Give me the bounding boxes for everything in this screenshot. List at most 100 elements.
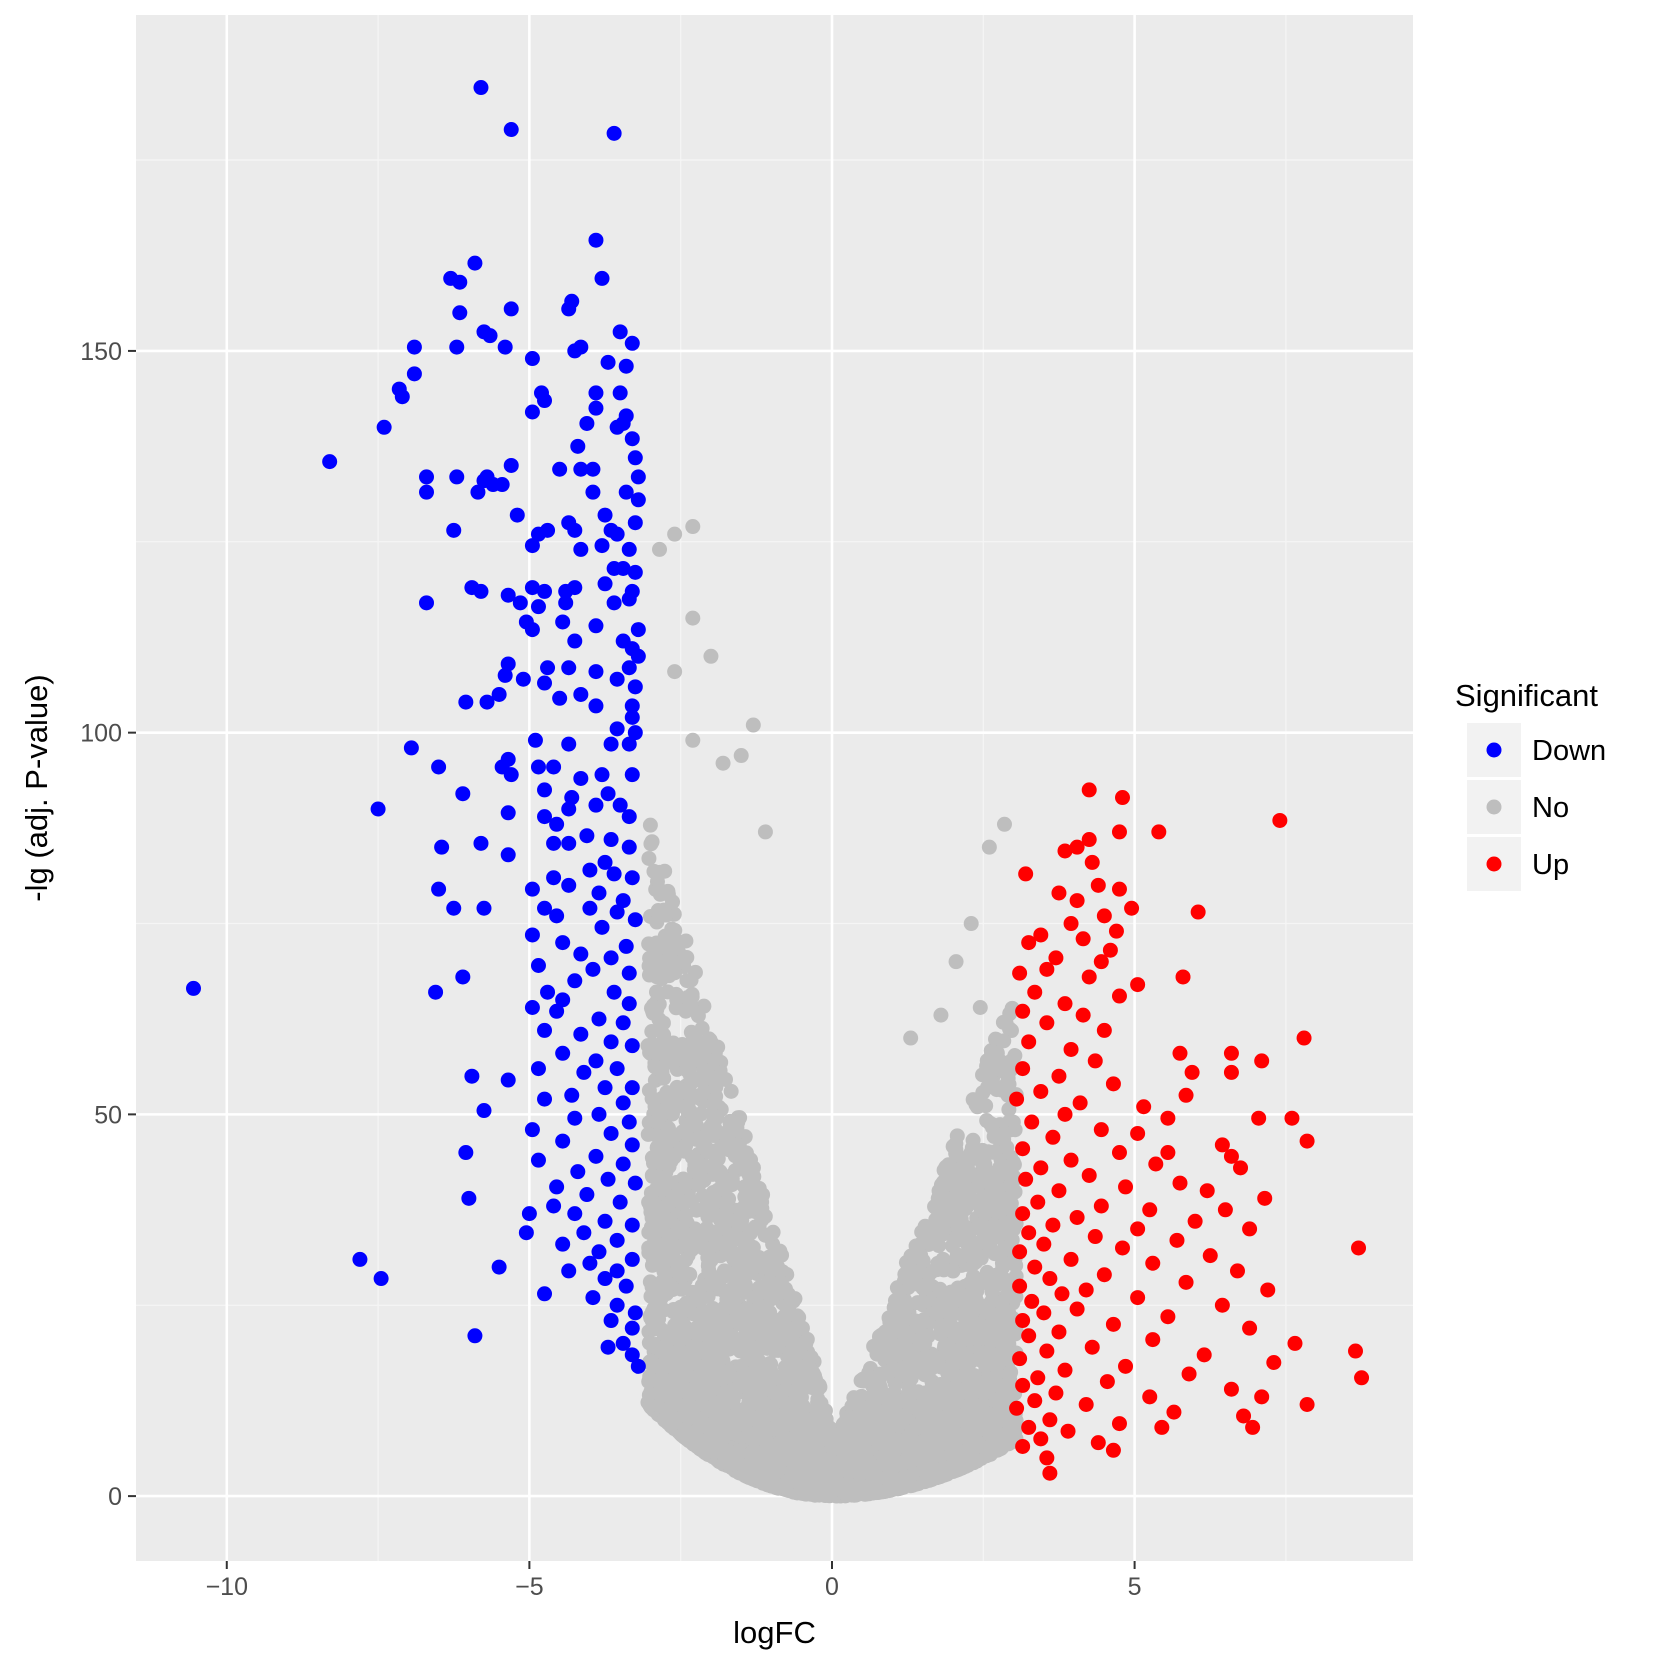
- scatter-point-up: [1084, 1339, 1100, 1355]
- scatter-point-no: [998, 1225, 1014, 1241]
- scatter-point-up: [1154, 1419, 1170, 1435]
- scatter-point-up: [1042, 1271, 1058, 1287]
- scatter-point-no: [742, 1181, 758, 1197]
- scatter-point-no: [837, 1438, 853, 1454]
- scatter-point-no: [676, 1239, 692, 1255]
- scatter-point-down: [588, 797, 604, 813]
- scatter-point-no: [955, 1305, 971, 1321]
- scatter-point-no: [715, 1371, 731, 1387]
- scatter-point-down: [455, 969, 471, 985]
- scatter-point-down: [609, 526, 625, 542]
- scatter-point-up: [1254, 1389, 1270, 1405]
- scatter-point-no: [993, 1244, 1009, 1260]
- scatter-point-no: [727, 1383, 743, 1399]
- scatter-point-up: [1130, 977, 1146, 993]
- scatter-point-down: [573, 541, 589, 557]
- scatter-point-no: [937, 1175, 953, 1191]
- scatter-point-up: [1027, 1393, 1043, 1409]
- scatter-point-no: [985, 1044, 1001, 1060]
- scatter-point-up: [1087, 1053, 1103, 1069]
- scatter-point-no: [760, 1228, 776, 1244]
- scatter-point-down: [561, 1263, 577, 1279]
- scatter-point-up: [1108, 923, 1124, 939]
- scatter-point-no: [726, 1251, 742, 1267]
- scatter-point-no: [933, 1318, 949, 1334]
- scatter-point-no: [961, 1247, 977, 1263]
- scatter-point-down: [552, 461, 568, 477]
- scatter-point-up: [1081, 969, 1097, 985]
- scatter-point-up: [1254, 1053, 1270, 1069]
- scatter-point-no: [776, 1328, 792, 1344]
- scatter-point-no: [953, 1232, 969, 1248]
- scatter-point-no: [1000, 1388, 1016, 1404]
- scatter-point-no: [668, 1000, 684, 1016]
- scatter-point-no: [988, 1316, 1004, 1332]
- scatter-point-down: [419, 484, 435, 500]
- scatter-point-up: [1236, 1408, 1252, 1424]
- scatter-point-down: [446, 522, 462, 538]
- legend-key-no: [1486, 799, 1502, 815]
- scatter-point-down: [185, 980, 201, 996]
- scatter-point-no: [988, 1392, 1004, 1408]
- scatter-point-down: [588, 400, 604, 416]
- scatter-point-no: [702, 1250, 718, 1266]
- scatter-point-down: [588, 1148, 604, 1164]
- scatter-point-down: [503, 301, 519, 317]
- scatter-point-no: [714, 1170, 730, 1186]
- scatter-point-down: [476, 1103, 492, 1119]
- scatter-point-up: [1105, 1076, 1121, 1092]
- scatter-point-no: [874, 1407, 890, 1423]
- scatter-point-no: [735, 1331, 751, 1347]
- scatter-point-no: [780, 1410, 796, 1426]
- scatter-point-no: [840, 1410, 856, 1426]
- scatter-point-no: [900, 1441, 916, 1457]
- scatter-point-down: [449, 469, 465, 485]
- scatter-point-no: [985, 1197, 1001, 1213]
- scatter-point-no: [642, 1274, 658, 1290]
- scatter-point-down: [606, 866, 622, 882]
- scatter-point-no: [850, 1428, 866, 1444]
- scatter-point-no: [658, 1133, 674, 1149]
- scatter-point-no: [751, 1197, 767, 1213]
- scatter-point-down: [624, 698, 640, 714]
- scatter-point-up: [1063, 1041, 1079, 1057]
- scatter-point-down: [618, 358, 634, 374]
- scatter-point-no: [712, 1431, 728, 1447]
- scatter-point-no: [943, 1319, 959, 1335]
- scatter-point-up: [1063, 916, 1079, 932]
- scatter-point-down: [612, 797, 628, 813]
- scatter-point-no: [686, 1435, 702, 1451]
- scatter-point-down: [561, 801, 577, 817]
- scatter-point-no: [994, 1130, 1010, 1146]
- scatter-point-no: [751, 1219, 767, 1235]
- scatter-point-down: [431, 759, 447, 775]
- scatter-point-down: [555, 1133, 571, 1149]
- scatter-point-down: [615, 1156, 631, 1172]
- scatter-point-down: [537, 900, 553, 916]
- scatter-point-down: [567, 633, 583, 649]
- scatter-point-down: [630, 492, 646, 508]
- scatter-point-up: [1111, 988, 1127, 1004]
- scatter-point-no: [733, 1151, 749, 1167]
- scatter-point-down: [588, 385, 604, 401]
- scatter-point-down: [600, 1339, 616, 1355]
- scatter-point-down: [624, 870, 640, 886]
- scatter-point-down: [573, 946, 589, 962]
- scatter-point-no: [707, 1237, 723, 1253]
- scatter-point-no: [646, 863, 662, 879]
- scatter-point-down: [621, 996, 637, 1012]
- scatter-point-no: [647, 1059, 663, 1075]
- scatter-point-down: [621, 660, 637, 676]
- scatter-point-down: [567, 1206, 583, 1222]
- scatter-point-down: [597, 576, 613, 592]
- scatter-point-no: [688, 1117, 704, 1133]
- scatter-point-no: [759, 1330, 775, 1346]
- scatter-point-up: [1081, 782, 1097, 798]
- scatter-point-down: [555, 1045, 571, 1061]
- scatter-point-up: [1090, 877, 1106, 893]
- scatter-point-up: [1214, 1137, 1230, 1153]
- scatter-point-down: [594, 270, 610, 286]
- scatter-point-no: [738, 1197, 754, 1213]
